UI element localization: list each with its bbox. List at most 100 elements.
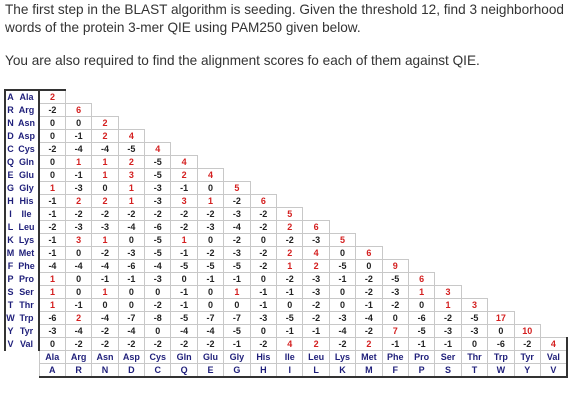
column-abbr: Asp xyxy=(117,350,146,364)
matrix-cell: 3 xyxy=(64,233,93,247)
matrix-cell: -2 xyxy=(276,272,304,286)
matrix-cell: -3 xyxy=(302,272,330,286)
matrix-cell: -2 xyxy=(302,298,330,312)
matrix-cell: 2 xyxy=(302,337,330,351)
matrix-cell: -2 xyxy=(196,337,225,351)
matrix-cell: -1 xyxy=(302,324,330,338)
row-abbr: Gln xyxy=(19,156,34,167)
matrix-cell: -2 xyxy=(434,311,462,325)
column-abbr: Ala xyxy=(38,350,66,364)
matrix-row: S Ser 1 0 1 0 0 -1 0 1 -1 -1 -3 0 -2 -3 1 3 xyxy=(4,285,567,299)
matrix-cell: 1 xyxy=(117,181,146,195)
matrix-cell: -3 xyxy=(460,324,489,338)
matrix-cell: -1 xyxy=(381,337,409,351)
matrix-cell: 2 xyxy=(37,89,66,104)
matrix-cell: 0 xyxy=(381,311,409,325)
column-letter: H xyxy=(249,363,278,378)
matrix-cell: 0 xyxy=(276,298,304,312)
matrix-cell: -2 xyxy=(513,337,541,351)
matrix-cell: -3 xyxy=(144,272,172,286)
column-letter: V xyxy=(539,363,568,378)
matrix-cell: -5 xyxy=(460,311,489,325)
matrix-cell: -1 xyxy=(37,233,66,247)
matrix-cell: 0 xyxy=(487,324,515,338)
column-abbr: Gln xyxy=(170,350,198,364)
matrix-cell: -3 xyxy=(302,285,330,299)
column-letter: Y xyxy=(513,363,541,378)
column-letter: S xyxy=(434,363,462,378)
matrix-cell: -1 xyxy=(37,246,66,260)
column-abbr: Asn xyxy=(91,350,119,364)
row-abbr: Asp xyxy=(17,130,35,141)
matrix-cell: -3 xyxy=(91,220,119,234)
row-letter: I xyxy=(4,207,15,221)
matrix-cell: -5 xyxy=(223,259,251,273)
matrix-cell: 1 xyxy=(91,155,119,169)
matrix-cell: -4 xyxy=(144,259,172,273)
matrix-cell: -2 xyxy=(170,337,198,351)
matrix-cell: -1 xyxy=(170,246,198,260)
row-abbr: Trp xyxy=(19,312,34,323)
matrix-cell: -1 xyxy=(223,337,251,351)
matrix-cell: 4 xyxy=(170,155,198,169)
matrix-cell: 2 xyxy=(91,194,119,208)
matrix-cell: -6 xyxy=(144,220,172,234)
row-abbr: Glu xyxy=(19,169,34,180)
column-letter: W xyxy=(487,363,515,378)
matrix-cell: -2 xyxy=(37,103,66,117)
matrix-cell: 5 xyxy=(276,207,304,221)
matrix-cell: -3 xyxy=(64,181,93,195)
matrix-cell: -1 xyxy=(64,129,93,143)
row-letter: L xyxy=(4,220,15,234)
matrix-cell: 0 xyxy=(117,298,146,312)
matrix-cell: -1 xyxy=(170,285,198,299)
matrix-cell: -2 xyxy=(355,272,383,286)
row-letter: Y xyxy=(4,324,15,338)
matrix-cell: 1 xyxy=(91,285,119,299)
matrix-cell: -2 xyxy=(144,298,172,312)
matrix-cell: 0 xyxy=(328,298,357,312)
matrix-cell: -6 xyxy=(37,311,66,325)
matrix-cell: -2 xyxy=(170,220,198,234)
matrix-cell: 2 xyxy=(276,246,304,260)
matrix-cell: -3 xyxy=(434,324,462,338)
matrix-cell: -2 xyxy=(170,207,198,221)
matrix-row: R Arg -2 6 xyxy=(4,103,567,117)
matrix-cell: -2 xyxy=(249,207,278,221)
column-letter: C xyxy=(144,363,172,378)
row-letter: T xyxy=(4,298,15,312)
row-abbr: Thr xyxy=(19,299,34,310)
matrix-cell: -1 xyxy=(249,285,278,299)
matrix-cell: -1 xyxy=(276,285,304,299)
row-abbr: His xyxy=(19,195,34,206)
column-abbr: Met xyxy=(355,350,383,364)
matrix-cell: -3 xyxy=(328,311,357,325)
matrix-row: L Leu -2 -3 -3 -4 -6 -2 -3 -4 -2 2 6 xyxy=(4,220,567,234)
matrix-cell: -6 xyxy=(487,337,515,351)
matrix-cell: 1 xyxy=(117,194,146,208)
matrix-row: M Met -1 0 -2 -3 -5 -1 -2 -3 -2 2 4 0 6 xyxy=(4,246,567,260)
matrix-cell: -1 xyxy=(37,194,66,208)
row-abbr: Pro xyxy=(18,273,34,284)
matrix-cell: -2 xyxy=(37,220,66,234)
matrix-cell: 6 xyxy=(302,220,330,234)
matrix-cell: -2 xyxy=(328,337,357,351)
matrix-row: P Pro 1 0 -1 -1 -3 0 -1 -1 0 -2 -3 -1 -2 -5 6 xyxy=(4,272,567,286)
matrix-cell: -5 xyxy=(144,246,172,260)
matrix-cell: -4 xyxy=(328,324,357,338)
row-letter: C xyxy=(4,142,15,156)
row-letter: W xyxy=(4,311,15,325)
matrix-cell: -1 xyxy=(64,168,93,182)
matrix-cell: -2 xyxy=(64,207,93,221)
matrix-cell: 9 xyxy=(381,259,409,273)
matrix-cell: 0 xyxy=(117,233,146,247)
matrix-row: Q Gln 0 1 1 2 -5 4 xyxy=(4,155,567,169)
matrix-cell: -5 xyxy=(407,324,436,338)
column-abbr: Leu xyxy=(302,350,330,364)
matrix-cell: -5 xyxy=(117,142,146,156)
matrix-cell: -5 xyxy=(196,259,225,273)
column-abbr: Glu xyxy=(196,350,225,364)
matrix-row: T Thr 1 -1 0 0 -2 -1 0 0 -1 0 -2 0 -1 -2 0 1 3 xyxy=(4,298,567,312)
column-abbr: Ser xyxy=(434,350,462,364)
matrix-cell: -3 xyxy=(223,207,251,221)
